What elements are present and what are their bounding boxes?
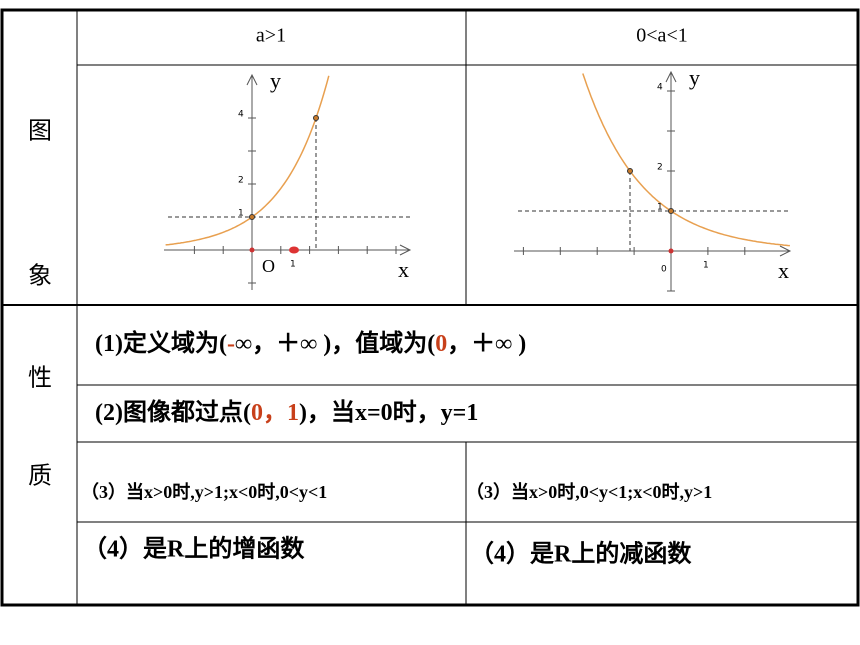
axis-label: y	[270, 68, 281, 93]
tick-label: 1	[290, 260, 296, 270]
point	[627, 168, 633, 174]
point	[668, 208, 674, 214]
arrow	[246, 73, 258, 86]
text-run: )，当x=0时，y=1	[299, 399, 478, 426]
property-1: (1)定义域为(-∞，＋∞ )，值域为(0，＋∞ )	[95, 329, 526, 357]
tick-label: 2	[657, 163, 663, 173]
point	[249, 214, 255, 220]
tick-label: 1	[238, 209, 244, 219]
tick-label: 1	[657, 203, 663, 213]
text-run: -	[227, 331, 235, 357]
property-4: （4）是R上的减函数	[470, 540, 692, 568]
text-run: 0，1	[251, 400, 299, 426]
row-label: 图	[28, 119, 52, 145]
tick-label: 2	[238, 176, 244, 186]
origin-label: 0	[661, 265, 667, 275]
arrow	[779, 245, 792, 257]
graph-decreasing: y x 0 1 1 2 4	[514, 65, 792, 292]
arrow	[399, 244, 412, 256]
table-borders	[0, 8, 860, 607]
header-cell: 0<a<1	[636, 25, 687, 47]
point	[668, 248, 674, 254]
tick-label: 4	[657, 83, 663, 93]
header-cell: a>1	[256, 25, 286, 47]
row-label: 性	[28, 365, 52, 392]
text-run: ∞，＋∞ )，值域为(	[235, 329, 435, 357]
axis-label: x	[778, 258, 789, 283]
tick-label: 1	[703, 261, 709, 271]
text-run: 0	[435, 331, 447, 357]
text-run: (2)图像都过点(	[95, 399, 251, 426]
graph-increasing: y x O 1 1 2 4	[164, 68, 412, 290]
point	[313, 115, 319, 121]
property-4: （4）是R上的增函数	[83, 535, 305, 563]
point	[249, 247, 255, 253]
axis-label: y	[689, 65, 700, 90]
arrow	[665, 70, 677, 83]
curve	[165, 75, 330, 246]
property-2: (2)图像都过点(0，1)，当x=0时，y=1	[95, 399, 478, 426]
axis-label: x	[398, 257, 409, 282]
property-3: （3）当x>0时,y>1;x<0时,0<y<1	[81, 481, 327, 502]
marker	[289, 246, 299, 254]
curve	[582, 73, 790, 247]
text-run: ，＋∞ )	[447, 331, 526, 357]
row-label: 质	[28, 463, 52, 490]
origin-label: O	[262, 256, 275, 276]
tick-label: 4	[238, 110, 244, 120]
text-run: (1)定义域为(	[95, 329, 227, 357]
row-label: 象	[28, 263, 52, 290]
property-3: （3）当x>0时,0<y<1;x<0时,y>1	[466, 481, 712, 502]
